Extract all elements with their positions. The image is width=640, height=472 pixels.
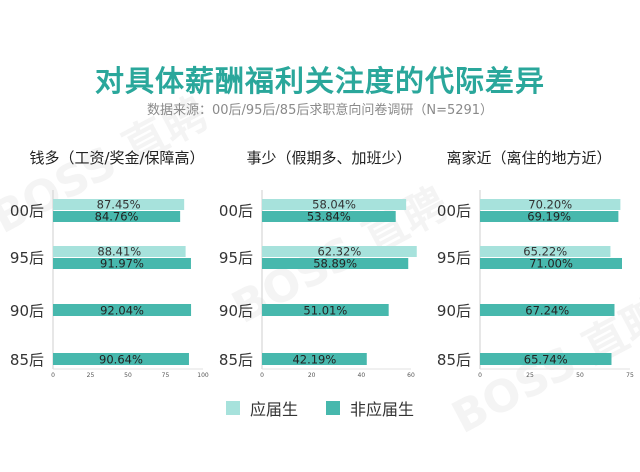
panel-title-1: 事少（假期多、加班少）: [246, 149, 411, 167]
bar-non-fresh-grad-2-0: [480, 211, 619, 222]
category-label-2-1: 95后: [437, 249, 471, 267]
data-label-non-fresh-grad-0-2: 92.04%: [100, 304, 144, 318]
category-label-2-0: 00后: [437, 202, 471, 220]
tick-label-0-4: 100: [197, 372, 209, 379]
legend-swatch-fresh-grad: [225, 401, 240, 415]
bar-non-fresh-grad-1-3: [262, 353, 367, 365]
tick-label-2-2: 50: [576, 372, 584, 379]
tick-label-1-1: 20: [308, 372, 316, 379]
data-label-non-fresh-grad-1-2: 51.01%: [303, 304, 347, 318]
bar-fresh-grad-2-0: [480, 199, 621, 210]
data-label-non-fresh-grad-2-3: 65.74%: [524, 353, 568, 367]
data-label-non-fresh-grad-1-3: 42.19%: [292, 353, 336, 367]
data-label-non-fresh-grad-2-2: 67.24%: [525, 304, 569, 318]
category-label-2-3: 85后: [437, 351, 471, 369]
category-label-1-3: 85后: [219, 351, 253, 369]
legend-label-fresh-grad: 应届生: [249, 400, 298, 419]
chart-title: 对具体薪酬福利关注度的代际差异: [94, 64, 545, 98]
data-label-fresh-grad-2-1: 65.22%: [523, 245, 567, 259]
panel-title-0: 钱多（工资/奖金/保障高）: [29, 149, 204, 167]
data-label-non-fresh-grad-1-0: 53.84%: [307, 210, 351, 224]
bar-fresh-grad-1-0: [262, 199, 407, 210]
tick-label-0-2: 50: [124, 372, 132, 379]
data-label-fresh-grad-0-1: 88.41%: [97, 245, 141, 259]
bar-non-fresh-grad-1-0: [262, 211, 396, 222]
legend-label-non-fresh-grad: 非应届生: [350, 400, 415, 419]
tick-label-1-0: 0: [260, 372, 264, 379]
data-label-fresh-grad-1-1: 62.32%: [317, 245, 361, 259]
data-label-non-fresh-grad-0-1: 91.97%: [100, 257, 144, 271]
bar-non-fresh-grad-0-0: [53, 211, 181, 222]
data-label-fresh-grad-0-0: 87.45%: [97, 198, 141, 212]
tick-label-0-0: 0: [51, 372, 55, 379]
bar-non-fresh-grad-2-3: [480, 353, 612, 365]
bar-non-fresh-grad-1-1: [262, 258, 409, 269]
data-label-fresh-grad-1-0: 58.04%: [312, 198, 356, 212]
tick-label-0-3: 75: [162, 372, 170, 379]
tick-label-1-2: 40: [358, 372, 366, 379]
bar-fresh-grad-2-1: [480, 246, 611, 257]
legend-swatch-non-fresh-grad: [326, 401, 340, 415]
tick-label-0-1: 25: [87, 372, 95, 379]
data-label-non-fresh-grad-0-0: 84.76%: [95, 210, 139, 224]
legend-item-non-fresh-grad: 非应届生: [326, 396, 414, 420]
tick-label-2-0: 0: [478, 372, 482, 379]
legend: 应届生 非应届生: [0, 396, 640, 420]
bar-non-fresh-grad-0-1: [53, 258, 191, 269]
chart-subtitle: 数据来源：00后/95后/85后求职意向问卷调研（N=5291）: [146, 103, 494, 118]
category-label-0-2: 90后: [10, 302, 44, 320]
category-label-0-0: 00后: [10, 202, 44, 220]
tick-label-2-3: 75: [626, 372, 634, 379]
data-label-non-fresh-grad-2-1: 71.00%: [529, 257, 573, 271]
category-label-1-2: 90后: [219, 302, 253, 320]
bar-fresh-grad-0-1: [53, 246, 186, 257]
category-label-1-1: 95后: [219, 249, 253, 267]
tick-label-1-3: 60: [407, 372, 415, 379]
bar-non-fresh-grad-1-2: [262, 304, 389, 316]
data-label-fresh-grad-2-0: 70.20%: [528, 198, 572, 212]
bar-fresh-grad-0-0: [53, 199, 185, 210]
panel-title-2: 离家近（离住的地方近）: [446, 149, 611, 167]
bar-non-fresh-grad-2-1: [480, 258, 622, 269]
bar-fresh-grad-1-1: [262, 246, 417, 257]
data-label-non-fresh-grad-2-0: 69.19%: [527, 210, 571, 224]
bar-non-fresh-grad-0-2: [53, 304, 192, 316]
category-label-0-3: 85后: [10, 351, 44, 369]
data-label-non-fresh-grad-0-3: 90.64%: [99, 353, 143, 367]
tick-label-2-1: 25: [526, 372, 534, 379]
data-label-non-fresh-grad-1-1: 58.89%: [313, 257, 357, 271]
bar-non-fresh-grad-0-3: [53, 353, 189, 365]
bar-non-fresh-grad-2-2: [480, 304, 615, 316]
category-label-0-1: 95后: [10, 249, 44, 267]
category-label-2-2: 90后: [437, 302, 471, 320]
legend-item-fresh-grad: 应届生: [225, 396, 298, 420]
category-label-1-0: 00后: [219, 202, 253, 220]
